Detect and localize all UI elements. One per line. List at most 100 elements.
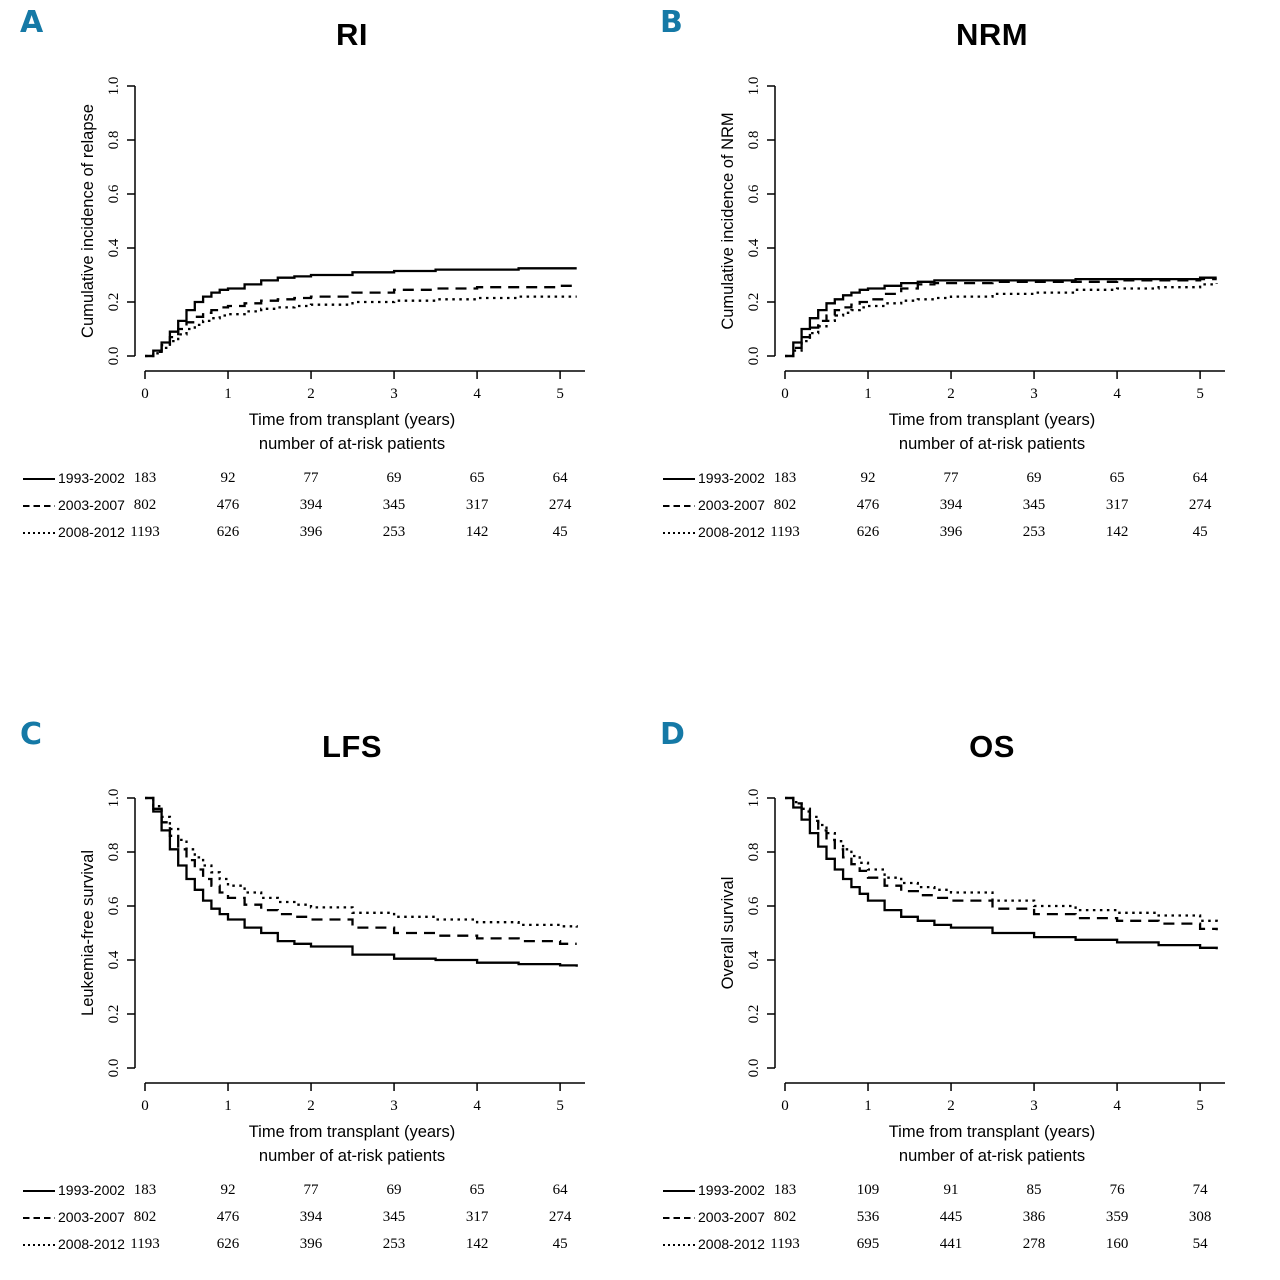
- series-curve-2003-2007: [785, 797, 1218, 931]
- x-tick-label: 3: [1030, 386, 1038, 402]
- at-risk-value: 183: [133, 1182, 157, 1199]
- lfs-survival-chart: 0.0 0.2 0.4 0.6 0.8 1.0 0 1 2 3 4 5 Leukemia-free su…: [80, 789, 585, 1114]
- y-tick-label: 0.8: [106, 131, 122, 150]
- at-risk-row: 2008-2012 1193 626 396 253 142 45: [20, 1232, 638, 1259]
- at-risk-value: 77: [943, 470, 959, 487]
- at-risk-value: 1193: [770, 1236, 800, 1253]
- y-tick-label: 0.6: [746, 184, 762, 203]
- x-tick-label: 1: [864, 386, 872, 402]
- x-axis-label: Time from transplant (years): [248, 411, 456, 430]
- at-risk-value: 396: [939, 524, 963, 541]
- at-risk-value: 394: [299, 1209, 323, 1226]
- at-risk-value: 626: [216, 524, 240, 541]
- os-survival-chart: 0.0 0.2 0.4 0.6 0.8 1.0 0 1 2 3 4 5 Overall survival: [720, 789, 1225, 1114]
- y-tick-label: 0.0: [106, 347, 122, 366]
- at-risk-row: 2008-2012 1193 695 441 278 160 54: [660, 1232, 1278, 1259]
- at-risk-value: 54: [1192, 1236, 1208, 1253]
- x-axis-label: Time from transplant (years): [888, 411, 1096, 430]
- panel-title-RI: RI: [336, 17, 368, 52]
- panel-title-NRM: NRM: [955, 17, 1029, 52]
- at-risk-value: 69: [1026, 470, 1042, 487]
- x-tick-label: 3: [390, 386, 398, 402]
- series-curve-2003-2007: [145, 284, 577, 358]
- legend-solid-line-icon: [23, 1190, 55, 1193]
- series-curve-2003-2007: [145, 797, 577, 946]
- at-risk-table: 1993-2002 183 109 91 85 76 74 2003-2007 802 536 44…: [660, 1178, 1280, 1259]
- x-tick-label: 1: [864, 1098, 872, 1114]
- at-risk-value: 626: [856, 524, 880, 541]
- y-tick-label: 0.0: [106, 1059, 122, 1078]
- nrm-incidence-chart: 0.0 0.2 0.4 0.6 0.8 1.0 0 1 2 3 4 5 Cumulative incid…: [720, 77, 1225, 402]
- at-risk-row: 2003-2007 802 536 445 386 359 308: [660, 1205, 1278, 1232]
- legend-label: 2003-2007: [58, 1209, 125, 1226]
- y-tick-label: 0.2: [106, 293, 122, 312]
- x-tick-label: 1: [224, 386, 232, 402]
- at-risk-value: 65: [469, 470, 485, 487]
- at-risk-value: 476: [856, 497, 880, 514]
- at-risk-value: 69: [386, 470, 402, 487]
- at-risk-caption: number of at-risk patients: [258, 1147, 446, 1166]
- at-risk-table: 1993-2002 183 92 77 69 65 64 2003-2007 802 476 394…: [20, 466, 640, 547]
- at-risk-value: 308: [1188, 1209, 1212, 1226]
- at-risk-caption: number of at-risk patients: [898, 1147, 1086, 1166]
- legend-dotted-line-icon: [663, 532, 695, 535]
- x-tick-label: 4: [1113, 386, 1121, 402]
- at-risk-value: 45: [552, 524, 568, 541]
- at-risk-row: 2003-2007 802 476 394 345 317 274: [20, 493, 638, 520]
- panel-letter-C: C: [20, 717, 43, 752]
- at-risk-value: 64: [552, 1182, 568, 1199]
- y-tick-label: 0.2: [746, 293, 762, 312]
- at-risk-table: 1993-2002 183 92 77 69 65 64 2003-2007 802 476 394…: [660, 466, 1280, 547]
- at-risk-value: 253: [382, 1236, 406, 1253]
- x-tick-label: 5: [1196, 1098, 1204, 1114]
- tick-labels: 0.0 0.2 0.4 0.6 0.8 1.0 0 1 2 3 4 5: [106, 789, 564, 1114]
- series-curve-1993-2002: [145, 267, 577, 358]
- legend-dashed-line-icon: [663, 1217, 695, 1220]
- at-risk-value: 317: [465, 497, 489, 514]
- at-risk-value: 278: [1022, 1236, 1046, 1253]
- legend-label: 2008-2012: [58, 524, 125, 541]
- at-risk-value: 441: [939, 1236, 963, 1253]
- at-risk-value: 396: [299, 1236, 323, 1253]
- at-risk-value: 476: [216, 497, 240, 514]
- series-curve-2008-2012: [785, 797, 1218, 924]
- at-risk-value: 92: [860, 470, 876, 487]
- series-curve-1993-2002: [785, 276, 1217, 358]
- at-risk-value: 142: [1105, 524, 1129, 541]
- legend-label: 1993-2002: [698, 1182, 765, 1199]
- axes: [127, 797, 585, 1092]
- panel-title-OS: OS: [969, 729, 1015, 764]
- series-curve-1993-2002: [785, 797, 1218, 950]
- tick-labels: 0.0 0.2 0.4 0.6 0.8 1.0 0 1 2 3 4 5: [106, 77, 564, 402]
- at-risk-value: 695: [856, 1236, 880, 1253]
- legend-label: 1993-2002: [58, 470, 125, 487]
- at-risk-value: 65: [1109, 470, 1125, 487]
- at-risk-row: 1993-2002 183 92 77 69 65 64: [20, 1178, 638, 1205]
- at-risk-value: 802: [773, 1209, 797, 1226]
- y-tick-label: 0.8: [106, 843, 122, 862]
- at-risk-value: 92: [220, 470, 236, 487]
- legend-label: 2003-2007: [698, 1209, 765, 1226]
- at-risk-row: 2008-2012 1193 626 396 253 142 45: [20, 520, 638, 547]
- series-curve-2008-2012: [145, 295, 577, 358]
- x-tick-label: 4: [473, 1098, 481, 1114]
- x-tick-label: 0: [141, 386, 149, 402]
- at-risk-row: 2003-2007 802 476 394 345 317 274: [20, 1205, 638, 1232]
- legend-label: 1993-2002: [58, 1182, 125, 1199]
- x-axis-label: Time from transplant (years): [248, 1123, 456, 1142]
- at-risk-table: 1993-2002 183 92 77 69 65 64 2003-2007 802 476 394…: [20, 1178, 640, 1259]
- panel-B: B NRM 0.0 0.2 0.4 0.6 0.8 1.0 0 1 2 3 4 5 Cumulative…: [640, 0, 1280, 712]
- x-tick-label: 3: [1030, 1098, 1038, 1114]
- y-tick-label: 0.6: [106, 184, 122, 203]
- at-risk-value: 74: [1192, 1182, 1208, 1199]
- legend-label: 2008-2012: [698, 1236, 765, 1253]
- y-tick-label: 0.2: [746, 1005, 762, 1024]
- at-risk-value: 536: [856, 1209, 880, 1226]
- at-risk-value: 253: [1022, 524, 1046, 541]
- legend-label: 2003-2007: [58, 497, 125, 514]
- y-tick-label: 0.6: [746, 896, 762, 915]
- at-risk-value: 802: [133, 497, 157, 514]
- at-risk-value: 394: [939, 497, 963, 514]
- at-risk-value: 345: [1022, 497, 1046, 514]
- at-risk-value: 109: [856, 1182, 880, 1199]
